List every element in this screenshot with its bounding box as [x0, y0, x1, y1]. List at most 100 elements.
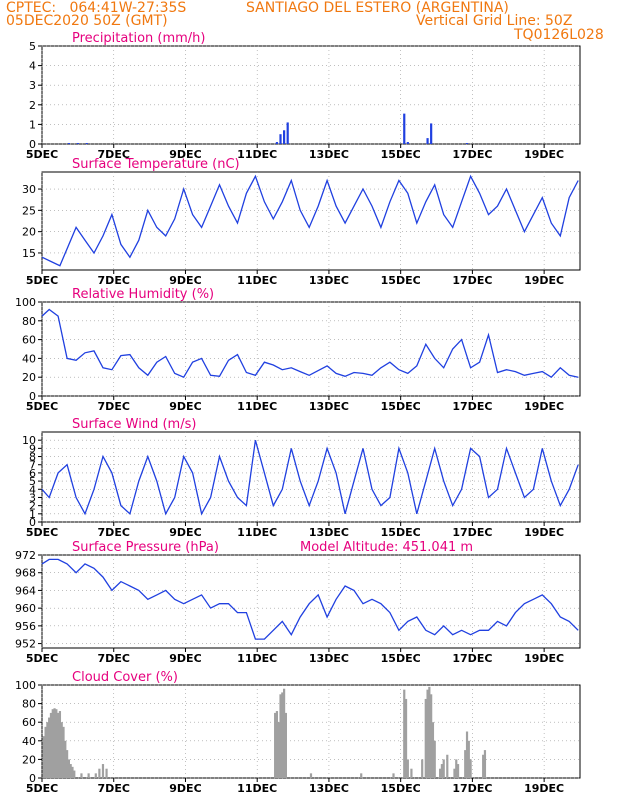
pressure-xtick-label: 7DEC: [98, 652, 130, 665]
temperature-xtick-label: 9DEC: [169, 274, 201, 287]
header-run-date: 05DEC2020 50Z (GMT): [6, 13, 168, 29]
wind-ytick-label: 7: [29, 459, 36, 472]
precipitation-bar: [67, 143, 70, 144]
wind-ytick-label: 1: [29, 508, 36, 521]
cloud-bar: [309, 773, 313, 778]
header-station-name: SANTIAGO DEL ESTERO (ARGENTINA): [246, 0, 509, 16]
humidity-frame: [41, 301, 581, 397]
wind-xtick-label: 7DEC: [98, 526, 130, 539]
precipitation-bar: [283, 130, 286, 144]
cloud-bar: [431, 722, 435, 778]
cloud-bar: [467, 740, 470, 778]
wind-ytick-label: 10: [22, 434, 36, 447]
precipitation-ytick-label: 5: [29, 40, 36, 53]
pressure-xtick-label: 17DEC: [452, 652, 492, 665]
cloud-bar: [67, 759, 70, 778]
cloud-bar: [44, 726, 47, 778]
pressure-ytick-label: 952: [15, 638, 36, 651]
cloud-bar: [58, 711, 62, 778]
wind-xtick-label: 19DEC: [524, 526, 564, 539]
humidity-xtick-label: 9DEC: [169, 400, 201, 413]
cloud-bar: [456, 764, 460, 778]
cloud-ytick-label: 100: [15, 679, 36, 692]
cloud-xtick-label: 7DEC: [98, 782, 130, 795]
cloud-xtick-label: 17DEC: [452, 782, 492, 795]
cloud-bar: [406, 759, 409, 778]
pressure-ytick-label: 972: [15, 549, 36, 562]
cloud-bar: [80, 773, 83, 778]
precipitation-title: Precipitation (mm/h): [72, 31, 205, 46]
pressure-model-altitude: Model Altitude: 451.041 m: [300, 540, 473, 555]
precipitation-bar: [279, 134, 282, 144]
cloud-ytick-label: 20: [22, 753, 36, 766]
humidity-xtick-label: 13DEC: [309, 400, 349, 413]
cloud-xtick-label: 5DEC: [26, 782, 58, 795]
precipitation-xtick-label: 9DEC: [169, 148, 201, 161]
cloud-bar: [421, 759, 424, 778]
cloud-bar: [426, 689, 429, 778]
humidity-ytick-label: 0: [29, 390, 36, 403]
humidity-title: Relative Humidity (%): [72, 287, 214, 302]
temperature-ytick-label: 15: [22, 247, 36, 260]
cloud-ytick-label: 0: [29, 772, 36, 785]
temperature-xtick-label: 7DEC: [98, 274, 130, 287]
cloud-xtick-label: 19DEC: [524, 782, 564, 795]
header-model-id: TQ0126L028: [514, 27, 604, 43]
cloud-xtick-label: 11DEC: [237, 782, 277, 795]
wind-ytick-label: 4: [29, 483, 36, 496]
precipitation-bar: [426, 138, 429, 144]
precipitation-bar: [403, 113, 406, 144]
temperature-xtick-label: 13DEC: [309, 274, 349, 287]
wind-ytick-label: 0: [29, 516, 36, 529]
cloud-bar: [101, 764, 105, 778]
cloud-bar: [455, 759, 458, 778]
temperature-ytick-label: 20: [22, 226, 36, 239]
temperature-title: Surface Temperature (nC): [72, 157, 240, 172]
cloud-bar: [69, 764, 72, 778]
temperature-xtick-label: 19DEC: [524, 274, 564, 287]
precipitation-xtick-label: 7DEC: [98, 148, 130, 161]
cloud-bar: [277, 722, 280, 778]
cloud-bar: [453, 768, 456, 778]
cloud-xtick-label: 15DEC: [381, 782, 421, 795]
humidity-ytick-label: 40: [22, 352, 36, 365]
cloud-ytick-label: 40: [22, 735, 36, 748]
cloud-bar: [94, 773, 97, 778]
humidity-ytick-label: 60: [22, 334, 36, 347]
cloud-xtick-label: 13DEC: [309, 782, 349, 795]
wind-ytick-label: 2: [29, 500, 36, 513]
pressure-ytick-label: 964: [15, 584, 36, 597]
precipitation-xtick-label: 11DEC: [237, 148, 277, 161]
precipitation-ytick-label: 1: [29, 118, 36, 131]
wind-ytick-label: 8: [29, 451, 36, 464]
cloud-bar: [51, 709, 54, 778]
wind-xtick-label: 15DEC: [381, 526, 421, 539]
humidity-ytick-label: 100: [15, 296, 36, 309]
cloud-bar: [392, 773, 395, 778]
temperature-xtick-label: 5DEC: [26, 274, 58, 287]
pressure-xtick-label: 11DEC: [237, 652, 277, 665]
pressure-xtick-label: 5DEC: [26, 652, 58, 665]
cloud-bar: [57, 712, 60, 778]
cloud-ytick-label: 80: [22, 698, 36, 711]
humidity-xtick-label: 15DEC: [381, 400, 421, 413]
cloud-xtick-label: 9DEC: [169, 782, 201, 795]
cloud-bar: [281, 692, 284, 778]
pressure-xtick-label: 15DEC: [381, 652, 421, 665]
cloud-bar: [464, 750, 467, 778]
cloud-bar: [73, 770, 76, 778]
cloud-title: Cloud Cover (%): [72, 670, 178, 685]
precipitation-ytick-label: 0: [29, 138, 36, 151]
temperature-xtick-label: 15DEC: [381, 274, 421, 287]
precipitation-ytick-label: 4: [29, 60, 36, 73]
cloud-bar: [53, 708, 56, 778]
wind-ytick-label: 6: [29, 467, 36, 480]
cloud-bar: [482, 754, 485, 778]
humidity-xtick-label: 19DEC: [524, 400, 564, 413]
precipitation-bar: [430, 123, 433, 144]
pressure-line: [41, 558, 579, 640]
cloud-frame: [41, 684, 581, 779]
precipitation-ytick-label: 3: [29, 79, 36, 92]
wind-xtick-label: 9DEC: [169, 526, 201, 539]
